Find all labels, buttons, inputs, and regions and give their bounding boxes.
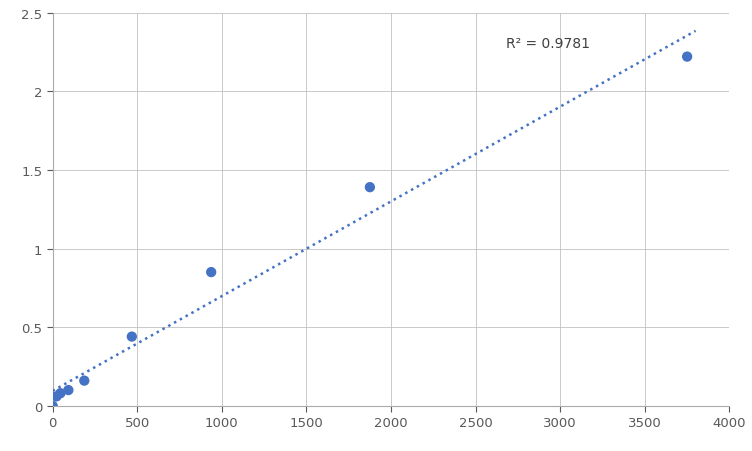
Point	[364, 184, 376, 191]
Point	[50, 393, 62, 400]
Point	[54, 390, 66, 397]
Text: R² = 0.9781: R² = 0.9781	[506, 37, 590, 51]
Point	[47, 402, 59, 410]
Point	[205, 269, 217, 276]
Point	[78, 377, 90, 384]
Point	[681, 54, 693, 61]
Point	[62, 387, 74, 394]
Point	[126, 333, 138, 341]
